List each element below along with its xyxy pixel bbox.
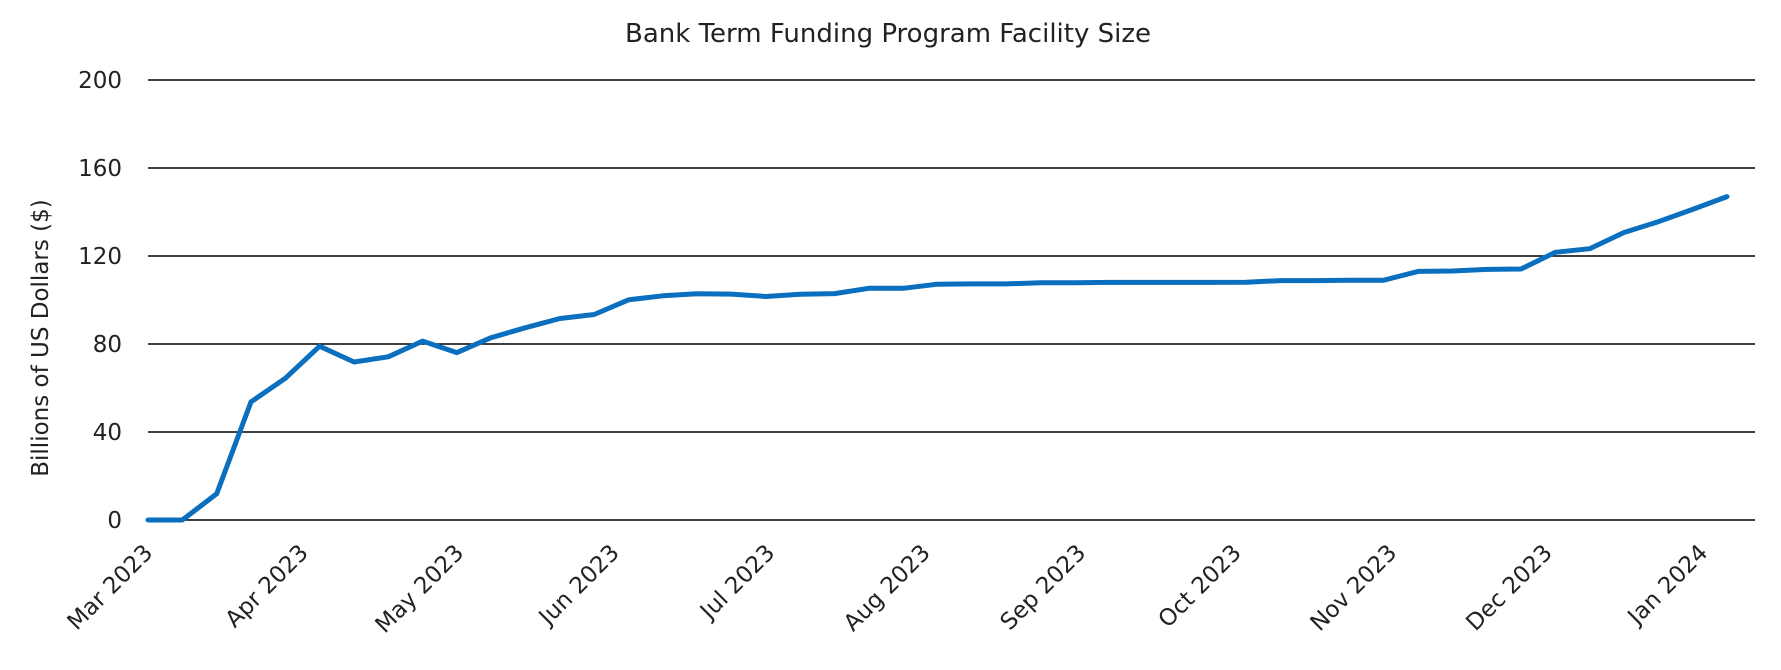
series-layer	[145, 194, 1730, 523]
y-tick-label: 200	[78, 68, 122, 94]
y-tick-label: 160	[78, 156, 122, 182]
y-tick-label: 80	[93, 332, 122, 358]
y-tick-label: 0	[107, 508, 122, 534]
y-tick-label: 40	[93, 420, 122, 446]
x-tick-label: Dec 2023	[1461, 540, 1557, 636]
y-tick-labels: 0 40 80 120 160 200	[78, 68, 122, 534]
chart-title: Bank Term Funding Program Facility Size	[625, 19, 1151, 49]
x-tick-label: Sep 2023	[996, 540, 1092, 636]
x-tick-label: Jun 2023	[533, 540, 625, 632]
x-tick-label: May 2023	[371, 540, 470, 639]
y-tick-label: 120	[78, 244, 122, 270]
series-line	[145, 194, 1730, 523]
x-tick-label: Jul 2023	[694, 540, 780, 626]
x-tick-label: Mar 2023	[63, 540, 159, 636]
grid-lines	[148, 79, 1755, 521]
x-tick-label: Oct 2023	[1154, 540, 1247, 633]
x-tick-label: Jan 2024	[1622, 540, 1713, 631]
x-tick-labels: Mar 2023 Apr 2023 May 2023 Jun 2023 Jul 2023…	[63, 540, 1714, 639]
x-tick-label: Apr 2023	[221, 540, 314, 633]
y-axis-label: Billions of US Dollars ($)	[28, 199, 54, 477]
x-tick-label: Aug 2023	[839, 540, 936, 637]
x-tick-label: Nov 2023	[1306, 540, 1403, 637]
